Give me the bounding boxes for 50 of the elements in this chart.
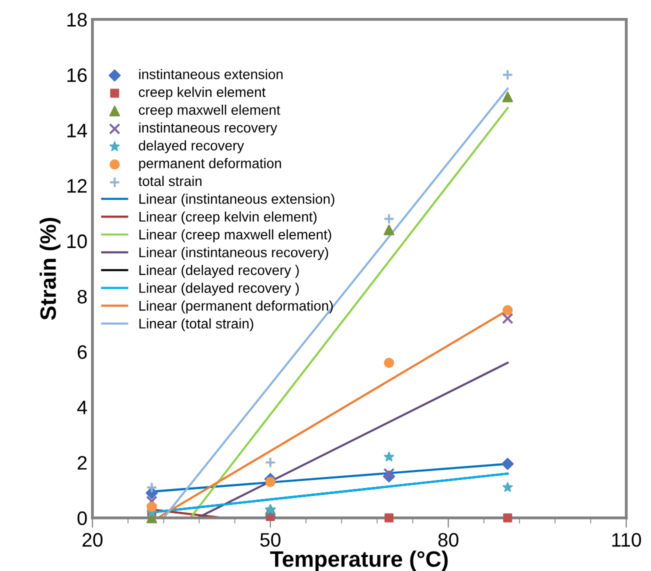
legend-label: Linear (creep kelvin element) [139, 211, 317, 224]
point [502, 305, 513, 316]
legend-label: Linear (permanent deformation) [139, 300, 333, 314]
y-tick-label: 0 [78, 511, 87, 526]
y-tick-label: 12 [67, 179, 87, 193]
legend-label: creep maxwell element [138, 104, 280, 118]
point [384, 513, 394, 522]
y-tick-label: 2 [78, 456, 87, 470]
x-tick-label: 110 [612, 532, 642, 547]
y-tick-label: 10 [67, 234, 87, 248]
point [265, 476, 276, 487]
x-tick-label: 50 [260, 532, 280, 547]
y-tick-label: 18 [67, 12, 87, 27]
legend-label: Linear (delayed recovery ) [139, 264, 299, 278]
point [264, 506, 276, 518]
legend-label: creep kelvin element [138, 86, 266, 100]
legend-label: total strain [138, 176, 202, 186]
y-axis-title: Strain (%) [40, 218, 60, 320]
point [383, 213, 395, 225]
legend-label: Linear (instintaneous extension) [139, 194, 334, 207]
point [384, 224, 394, 236]
legend-label: delayed recovery [138, 140, 244, 154]
point [502, 92, 513, 102]
legend-label: Linear (delayed recovery ) [139, 282, 299, 296]
x-tick-label: 80 [438, 532, 458, 547]
y-tick-label: 8 [78, 290, 87, 304]
y-tick-label: 16 [67, 68, 87, 82]
legend-label: instintaneous extension [139, 69, 283, 80]
point [503, 513, 512, 522]
point [383, 468, 395, 480]
point [502, 458, 514, 470]
y-tick-label: 6 [78, 345, 87, 359]
point [264, 456, 276, 468]
point [146, 502, 157, 512]
point [146, 496, 158, 507]
y-tick-label: 14 [67, 124, 88, 138]
point [384, 358, 394, 368]
x-tick-label: 20 [82, 532, 102, 547]
legend-label: permanent deformation [139, 158, 281, 172]
legend-label: Linear (total strain) [139, 318, 254, 332]
legend-label: Linear (instintaneous recovery) [139, 247, 328, 260]
point [146, 482, 158, 494]
point [502, 482, 513, 492]
legend-label: Linear (creep maxwell element) [139, 229, 332, 242]
legend-label: instintaneous recovery [139, 122, 278, 136]
x-axis-title: Temperature (°C) [270, 550, 448, 571]
point [502, 312, 514, 324]
y-tick-label: 4 [77, 400, 88, 414]
point [384, 452, 394, 462]
point [502, 69, 514, 81]
